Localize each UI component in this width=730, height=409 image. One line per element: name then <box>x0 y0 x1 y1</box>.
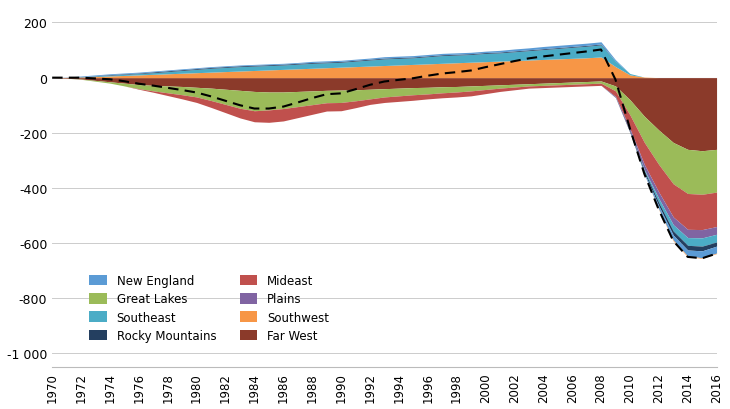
Legend: New England, Great Lakes, Southeast, Rocky Mountains, Mideast, Plains, Southwest: New England, Great Lakes, Southeast, Roc… <box>85 270 334 347</box>
